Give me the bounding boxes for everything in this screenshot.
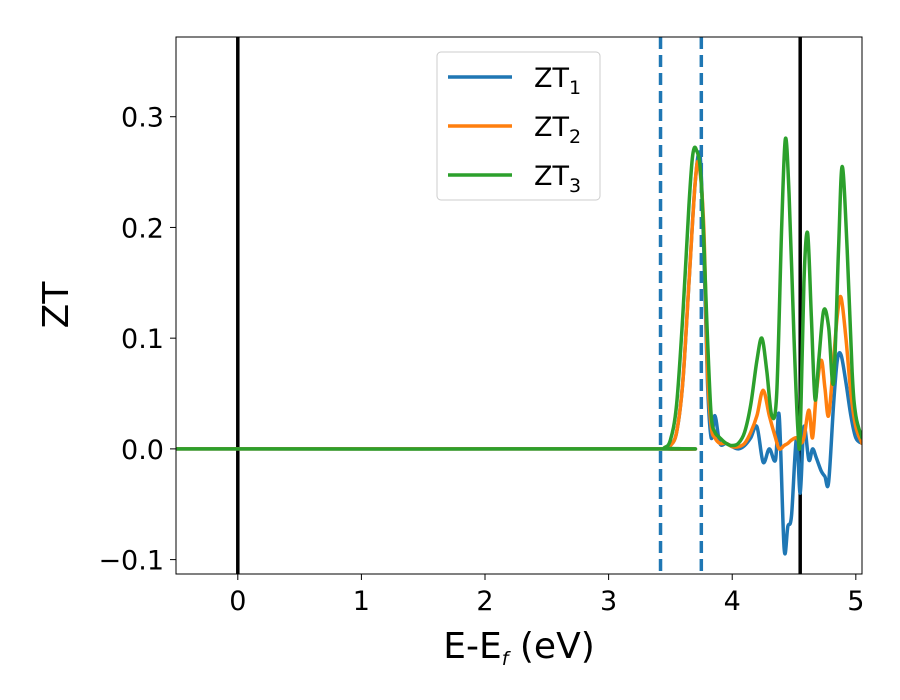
y-tick-label: 0.0 (121, 435, 164, 466)
x-tick-label: 1 (353, 586, 370, 617)
x-tick-label: 5 (847, 586, 864, 617)
y-axis-label: ZT (36, 281, 77, 329)
x-axis-label-sub: f (502, 648, 512, 670)
y-tick-label: 0.3 (121, 103, 164, 134)
legend: ZT1 ZT2 ZT3 (436, 51, 601, 201)
x-axis-label: E-Ef (eV) (443, 626, 595, 670)
legend-label-2: ZT2 (534, 112, 581, 148)
legend-label-1: ZT1 (534, 63, 581, 99)
x-tick-label: 2 (476, 586, 493, 617)
x-tick-label: 3 (600, 586, 617, 617)
series-line-2 (176, 159, 862, 451)
plot-frame (175, 36, 863, 575)
x-tick-label: 0 (229, 586, 246, 617)
x-axis-label-main: E-E (443, 626, 501, 667)
legend-label-3: ZT3 (534, 161, 581, 197)
y-tick-label: 0.1 (121, 324, 164, 355)
y-tick-label: 0.2 (121, 213, 164, 244)
y-tick-label: −0.1 (98, 546, 164, 577)
legend-box (436, 51, 601, 201)
x-tick-label: 4 (724, 586, 741, 617)
series-line-3 (176, 136, 862, 451)
x-axis-label-unit: (eV) (508, 626, 594, 667)
